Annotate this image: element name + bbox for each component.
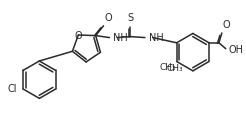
Text: CH₃: CH₃ <box>159 63 176 72</box>
Text: NH: NH <box>113 33 128 43</box>
Text: S: S <box>127 13 133 23</box>
Text: CH₃: CH₃ <box>166 64 183 73</box>
Text: O: O <box>75 31 82 41</box>
Text: O: O <box>223 20 231 30</box>
Text: O: O <box>105 13 112 23</box>
Text: OH: OH <box>229 45 244 55</box>
Text: NH: NH <box>149 33 164 43</box>
Text: Cl: Cl <box>8 84 17 94</box>
